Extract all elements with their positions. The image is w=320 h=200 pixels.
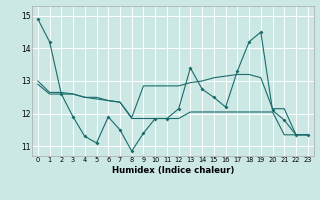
X-axis label: Humidex (Indice chaleur): Humidex (Indice chaleur) bbox=[112, 166, 234, 175]
